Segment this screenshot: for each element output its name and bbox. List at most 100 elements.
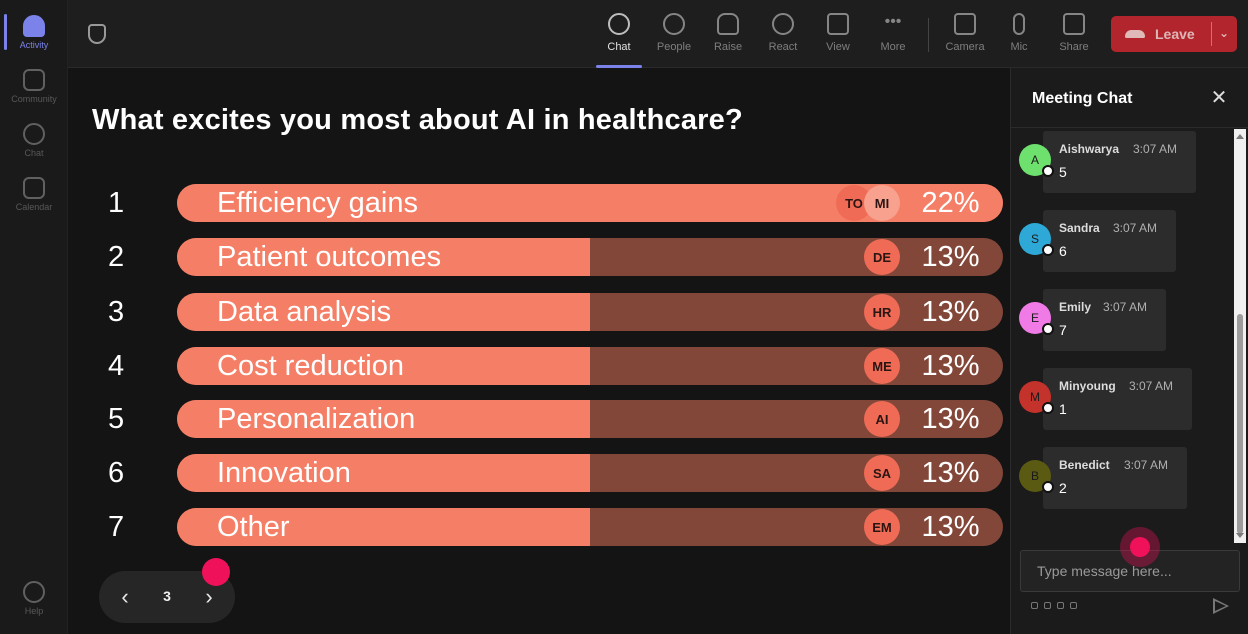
chat-message: Minyoung 3:07 AM 1 M (1011, 365, 1233, 430)
toolbar-button-label: React (768, 41, 798, 53)
avatar-initial: E (1030, 311, 1039, 325)
chat-message: Sandra 3:07 AM 6 S (1011, 207, 1233, 272)
share-icon (1063, 13, 1085, 35)
toolbar-raise-button[interactable]: Raise (705, 10, 751, 60)
page-number: 3 (163, 588, 171, 604)
toolbar-camera-button[interactable]: Camera (942, 10, 988, 60)
poll-option-percent: 13% (921, 350, 980, 382)
cursor-indicator (1120, 527, 1160, 567)
avatar[interactable]: S (1019, 223, 1054, 256)
rail-item-help[interactable]: Help (0, 572, 68, 624)
poll-bar-fill (177, 400, 590, 438)
poll-option-label: Data analysis (217, 296, 392, 328)
status-dot-icon (1042, 402, 1054, 414)
attach-icon[interactable] (1044, 602, 1051, 609)
poll-option-number: 5 (108, 403, 125, 435)
avatar-initial: A (1030, 153, 1039, 167)
chat-message: Benedict 3:07 AM 2 B (1011, 444, 1233, 509)
emoji-icon[interactable] (1057, 602, 1064, 609)
chat-title: Meeting Chat (1032, 90, 1133, 107)
gif-icon[interactable] (1070, 602, 1077, 609)
chat-message-input[interactable] (1021, 551, 1239, 591)
people-icon (663, 13, 685, 35)
poll-results-panel: What excites you most about AI in health… (68, 68, 1010, 634)
toolbar-button-label: More (880, 41, 906, 53)
poll-option-percent: 13% (921, 457, 980, 489)
toolbar-share-button[interactable]: Share (1051, 10, 1097, 60)
scroll-down-icon[interactable] (1236, 533, 1244, 538)
toolbar-people-button[interactable]: People (651, 10, 697, 60)
chat-scrollbar[interactable] (1234, 129, 1246, 543)
toolbar-mic-button[interactable]: Mic (996, 10, 1042, 60)
raise-hand-icon (717, 13, 739, 35)
poll-option-label: Efficiency gains (217, 187, 418, 219)
toolbar-react-button[interactable]: React (760, 10, 806, 60)
meeting-chat-panel: Meeting Chat ✕ Aishwarya 3:07 AM 5 A Sandra 3… (1010, 68, 1248, 634)
avatar[interactable]: E (1019, 302, 1054, 335)
avatar-initial: M (1030, 390, 1040, 404)
rail-item-community[interactable]: Community (0, 60, 68, 112)
poll-bar-fill (177, 238, 590, 276)
status-dot-icon (1042, 165, 1054, 177)
avatar[interactable]: B (1019, 460, 1054, 493)
rail-item-activity[interactable]: Activity (0, 6, 68, 58)
chevron-down-icon[interactable]: ⌄ (1219, 26, 1230, 40)
leave-button[interactable]: Leave ⌄ (1111, 16, 1237, 52)
poll-option-row: 2 Patient outcomes DE 13% (68, 238, 1010, 276)
rail-item-label: Calendar (15, 201, 53, 212)
poll-option-row: 7 Other EM 13% (68, 508, 1010, 546)
avatar[interactable]: A (1019, 144, 1054, 177)
toolbar-button-label: Mic (1010, 41, 1028, 53)
phone-hangup-icon (1125, 30, 1145, 38)
poll-option-number: 4 (108, 350, 125, 382)
format-toolbar (1031, 602, 1077, 609)
poll-option-row: 6 Innovation SA 13% (68, 454, 1010, 492)
message-timestamp: 3:07 AM (1103, 300, 1148, 314)
bell-icon (23, 14, 45, 37)
toolbar-view-button[interactable]: View (815, 10, 861, 60)
scroll-up-icon[interactable] (1236, 134, 1244, 139)
message-text: 5 (1059, 164, 1067, 180)
shield-icon (88, 24, 106, 44)
toolbar-more-button[interactable]: ••• More (870, 10, 916, 60)
scrollbar-thumb[interactable] (1237, 314, 1243, 534)
format-icon[interactable] (1031, 602, 1038, 609)
poll-option-number: 1 (108, 187, 125, 219)
poll-option-percent: 22% (921, 187, 980, 219)
send-icon[interactable] (1213, 598, 1229, 614)
leave-label: Leave (1155, 26, 1195, 42)
chat-message: Aishwarya 3:07 AM 5 A (1011, 128, 1233, 193)
toolbar-chat-button[interactable]: Chat (596, 10, 642, 68)
message-bubble: Minyoung 3:07 AM 1 (1043, 368, 1192, 430)
toolbar-button-label: People (656, 41, 692, 53)
view-grid-icon (827, 13, 849, 35)
chat-message: Emily 3:07 AM 7 E (1011, 286, 1233, 351)
chat-icon (608, 13, 630, 35)
poll-option-number: 2 (108, 241, 125, 273)
chevron-right-icon[interactable]: › (205, 584, 213, 609)
message-text: 1 (1059, 401, 1067, 417)
close-icon[interactable]: ✕ (1210, 87, 1228, 109)
message-timestamp: 3:07 AM (1133, 142, 1178, 156)
sender-name: Emily (1059, 300, 1092, 314)
status-dot-icon (1042, 323, 1054, 335)
rail-item-chat[interactable]: Chat (0, 114, 68, 166)
poll-option-percent: 13% (921, 511, 980, 543)
chat-message-list[interactable]: Aishwarya 3:07 AM 5 A Sandra 3:07 AM 6 S Emily 3:… (1011, 128, 1233, 542)
poll-option-label: Innovation (217, 457, 351, 489)
poll-option-label: Personalization (217, 403, 416, 435)
rail-item-label: Chat (24, 147, 44, 158)
toolbar-button-label: Chat (607, 41, 631, 53)
poll-option-label: Patient outcomes (217, 241, 442, 273)
avatar[interactable]: M (1019, 381, 1054, 414)
poll-option-number: 6 (108, 457, 125, 489)
voter-avatar: SA (864, 455, 900, 491)
chevron-left-icon[interactable]: ‹ (121, 584, 129, 609)
poll-option-number: 7 (108, 511, 125, 543)
meeting-toolbar: Chat People Raise React View ••• More Ca… (68, 0, 1248, 68)
rail-item-calendar[interactable]: Calendar (0, 168, 68, 220)
toolbar-button-label: View (826, 41, 850, 53)
help-icon (23, 580, 45, 603)
message-text: 2 (1059, 480, 1067, 496)
